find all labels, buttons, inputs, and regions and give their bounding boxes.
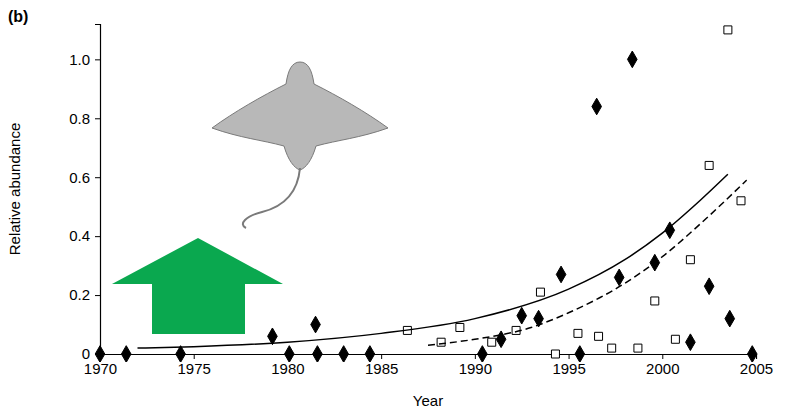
x-axis: 19701975198019851990199520002005: [84, 354, 773, 377]
diamond-point: [176, 346, 186, 362]
open-square-point: [671, 335, 679, 343]
diamond-point: [365, 346, 375, 362]
diamond-point: [556, 266, 566, 283]
diamond-point: [517, 307, 527, 324]
y-tick-label: 0.8: [69, 110, 90, 127]
x-tick-label: 2000: [646, 360, 679, 377]
open-square-point: [456, 323, 464, 331]
diamond-point: [311, 316, 321, 333]
open-square-point: [437, 338, 445, 346]
ray-body: [212, 62, 388, 170]
open-square-point: [574, 329, 582, 337]
diamond-point: [747, 346, 757, 362]
open-square-point: [488, 338, 496, 346]
x-tick-label: 1985: [365, 360, 398, 377]
open-square-point: [536, 288, 544, 296]
y-tick: 0.2: [69, 286, 100, 303]
x-tick: 2000: [646, 354, 679, 377]
diamond-point: [339, 346, 349, 362]
diamond-point: [313, 346, 323, 362]
y-tick-mark: [95, 118, 100, 119]
open-square-point: [551, 350, 559, 358]
open-square-point: [705, 161, 713, 169]
diamond-point: [614, 269, 624, 286]
diamond-point: [725, 310, 735, 327]
y-tick: 0.4: [69, 227, 100, 244]
y-tick-mark: [95, 59, 100, 60]
y-tick-label: 0: [82, 345, 90, 362]
x-tick: 1990: [459, 354, 492, 377]
diamond-point: [478, 346, 488, 362]
x-tick-mark: [475, 354, 476, 359]
y-tick-label: 1.0: [69, 51, 90, 68]
x-axis-title: Year: [413, 392, 443, 409]
open-square-point: [737, 197, 745, 205]
x-axis-line: [101, 355, 757, 360]
green-arrow: [112, 238, 283, 334]
fit-line: [137, 174, 727, 348]
x-tick-label: 1995: [552, 360, 585, 377]
x-tick-mark: [569, 354, 570, 359]
y-tick: 0.8: [69, 110, 100, 127]
x-tick-label: 2005: [740, 360, 773, 377]
y-axis-line: [95, 25, 101, 355]
diamond-point: [575, 346, 585, 362]
x-tick-mark: [194, 354, 195, 359]
open-square-point: [686, 256, 694, 264]
y-tick-mark: [95, 295, 100, 296]
x-tick-label: 1990: [459, 360, 492, 377]
y-tick-label: 0.2: [69, 286, 90, 303]
diamond-point: [592, 98, 602, 115]
diamond-point: [704, 278, 714, 295]
x-tick: 2005: [740, 354, 773, 377]
y-axis-title: Relative abundance: [6, 123, 23, 256]
plot-marks: [95, 26, 757, 362]
ray-tail: [243, 168, 300, 228]
open-square-point: [595, 332, 603, 340]
diamond-point: [121, 346, 131, 362]
fit-line: [428, 180, 747, 345]
chart: 1970197519801985199019952000200500.20.40…: [0, 0, 796, 420]
diamond-point: [284, 346, 294, 362]
open-square-point: [724, 26, 732, 34]
y-tick-mark: [95, 177, 100, 178]
y-tick-mark: [95, 236, 100, 237]
y-tick: 1.0: [69, 51, 100, 68]
y-tick-label: 0.4: [69, 227, 90, 244]
diamond-point: [268, 328, 278, 345]
x-tick-label: 1980: [271, 360, 304, 377]
open-square-point: [634, 344, 642, 352]
diamond-point: [627, 51, 637, 68]
x-tick-label: 1975: [178, 360, 211, 377]
y-tick-label: 0.6: [69, 169, 90, 186]
open-square-point: [608, 344, 616, 352]
y-axis: 0 0.2 0.4 0.6 0.8 1.0: [69, 25, 100, 363]
diamond-point: [95, 346, 105, 362]
diamond-point: [686, 334, 696, 351]
open-square-point: [651, 297, 659, 305]
illustration: [112, 62, 388, 334]
panel-label: (b): [8, 8, 28, 25]
x-tick-mark: [662, 354, 663, 359]
x-tick-mark: [381, 354, 382, 359]
y-tick: 0.6: [69, 169, 100, 186]
